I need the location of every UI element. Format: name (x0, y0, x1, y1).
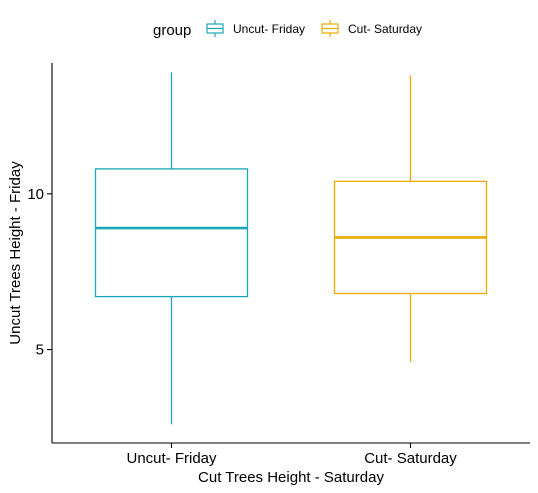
y-tick-label: 10 (27, 186, 44, 203)
plot-area (94, 72, 488, 425)
x-axis-ticks: Uncut- Friday Cut- Saturday (126, 443, 457, 467)
y-axis-title: Uncut Trees Height - Friday (7, 161, 24, 345)
box-group (94, 72, 249, 425)
x-axis-title: Cut Trees Height - Saturday (198, 469, 384, 486)
legend-entry-label: Cut- Saturday (348, 22, 422, 36)
legend-key (206, 20, 224, 37)
legend-key (321, 20, 339, 37)
legend-title: group (153, 22, 191, 39)
y-tick-label: 5 (36, 342, 44, 359)
x-tick-label: Cut- Saturday (364, 450, 457, 467)
box-iqr (94, 168, 249, 298)
box-group (333, 75, 488, 363)
legend: group Uncut- Friday Cut- Saturday (153, 20, 422, 39)
legend-entry-label: Uncut- Friday (233, 22, 305, 36)
y-axis-ticks: 5 10 (27, 186, 52, 359)
x-tick-label: Uncut- Friday (126, 450, 217, 467)
